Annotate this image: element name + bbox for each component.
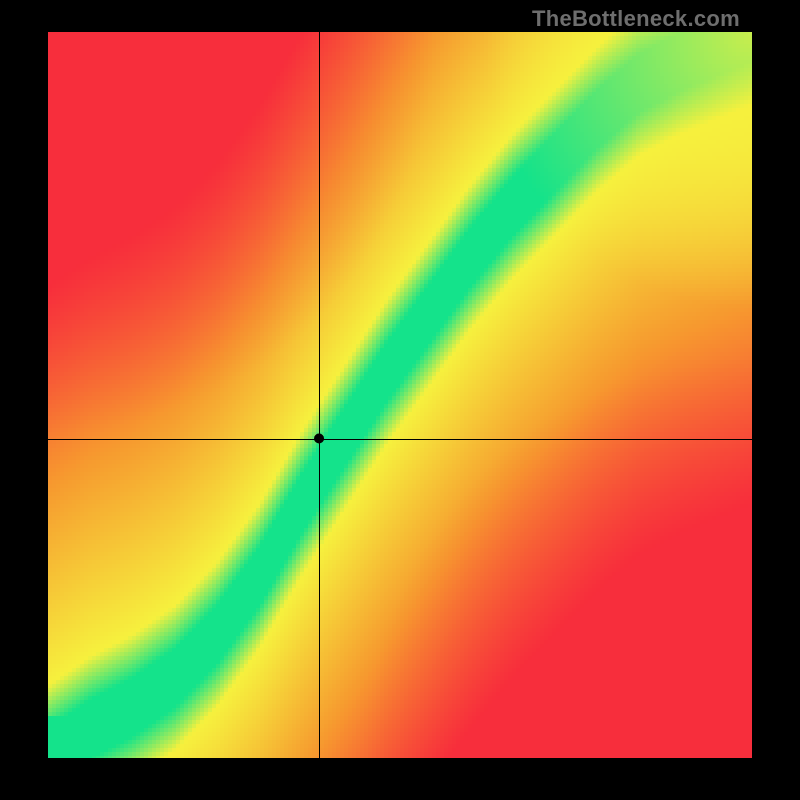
- watermark-text: TheBottleneck.com: [532, 6, 740, 32]
- chart-frame: TheBottleneck.com: [0, 0, 800, 800]
- heatmap-plot-area: [48, 32, 752, 758]
- bottleneck-heatmap-canvas: [48, 32, 752, 758]
